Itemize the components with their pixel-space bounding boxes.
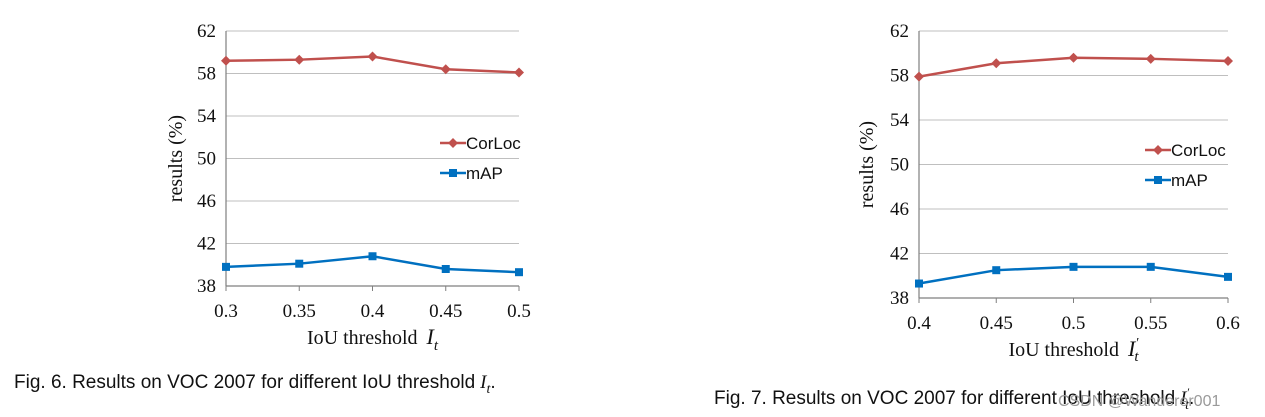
- y-axis-title: results (%): [165, 115, 187, 202]
- x-tick-label: 0.55: [1134, 313, 1167, 334]
- y-tick-label: 62: [890, 21, 909, 42]
- data-point-map: [992, 266, 1001, 275]
- data-point-corloc: [991, 58, 1002, 69]
- data-point-corloc: [367, 51, 378, 62]
- data-point-corloc: [914, 71, 924, 82]
- data-point-corloc: [294, 54, 305, 65]
- x-axis-title-text: IoU threshold: [307, 327, 418, 349]
- data-point-map: [915, 279, 923, 288]
- y-tick-label: 38: [890, 288, 909, 309]
- legend-marker-corloc: [448, 138, 458, 148]
- legend-label-corloc: CorLoc: [466, 134, 521, 153]
- y-tick-label: 38: [197, 276, 216, 297]
- x-axis-title-symbol: I: [426, 324, 436, 349]
- data-point-map: [368, 252, 377, 261]
- x-tick-label: 0.45: [980, 313, 1013, 334]
- data-point-map: [222, 262, 230, 271]
- y-tick-label: 58: [197, 64, 216, 85]
- x-tick-label: 0.3: [214, 301, 238, 322]
- data-point-map: [1146, 262, 1155, 271]
- data-point-map: [515, 268, 523, 277]
- data-point-map: [1224, 272, 1232, 281]
- data-point-corloc: [440, 64, 451, 75]
- legend-marker-map: [1154, 176, 1162, 184]
- y-tick-label: 46: [890, 199, 909, 220]
- y-tick-label: 62: [197, 21, 216, 42]
- watermark: CSDN @Wanderer001: [1058, 393, 1220, 410]
- x-axis-title-sub: t: [434, 338, 439, 354]
- x-tick-label: 0.45: [429, 301, 462, 322]
- data-point-corloc: [514, 67, 524, 78]
- x-tick-label: 0.6: [1216, 313, 1240, 334]
- chart-fig6: 38 42 46 50 54 58 62 0.3 0.35 0.4 0.45 0.5 results (…: [165, 21, 531, 354]
- data-point-corloc: [1068, 52, 1079, 63]
- data-point-corloc: [1145, 53, 1156, 64]
- y-tick-label: 46: [197, 191, 216, 212]
- legend-label-map: mAP: [1171, 171, 1208, 190]
- chart-fig7: 38 42 46 50 54 58 62 0.4 0.45 0.5 0.55 0.6 results (…: [856, 21, 1240, 365]
- y-axis-title: results (%): [856, 121, 878, 208]
- data-point-map: [441, 265, 450, 273]
- y-tick-label: 42: [197, 234, 216, 255]
- y-tick-label: 50: [197, 149, 216, 170]
- legend-label-map: mAP: [466, 164, 503, 183]
- legend-marker-map: [449, 169, 457, 177]
- y-tick-label: 54: [890, 110, 910, 131]
- x-tick-label: 0.4: [361, 301, 385, 322]
- x-axis-title-sub: t: [1134, 349, 1139, 365]
- legend-marker-corloc: [1153, 145, 1163, 155]
- x-tick-label: 0.35: [283, 301, 316, 322]
- x-axis-title: IoU threshold I′ t: [1008, 336, 1139, 365]
- data-point-corloc: [221, 55, 231, 66]
- x-tick-label: 0.4: [907, 313, 931, 334]
- x-axis-title-prime: ′: [1135, 336, 1139, 351]
- x-tick-label: 0.5: [507, 301, 531, 322]
- y-tick-label: 58: [890, 66, 909, 87]
- x-axis-title: IoU threshold It: [307, 324, 439, 354]
- y-tick-label: 42: [890, 244, 909, 265]
- y-tick-label: 54: [197, 106, 217, 127]
- x-tick-label: 0.5: [1062, 313, 1086, 334]
- data-point-corloc: [1223, 56, 1233, 67]
- y-tick-label: 50: [890, 155, 909, 176]
- data-point-map: [1069, 262, 1078, 271]
- fig7-caption: Fig. 7. Results on VOC 2007 for differen…: [714, 385, 1194, 413]
- fig6-caption: Fig. 6. Results on VOC 2007 for differen…: [14, 372, 496, 397]
- data-point-map: [295, 259, 304, 268]
- x-axis-title-symbol: I: [1127, 336, 1137, 361]
- legend-label-corloc: CorLoc: [1171, 141, 1226, 160]
- x-axis-title-text: IoU threshold: [1008, 339, 1119, 361]
